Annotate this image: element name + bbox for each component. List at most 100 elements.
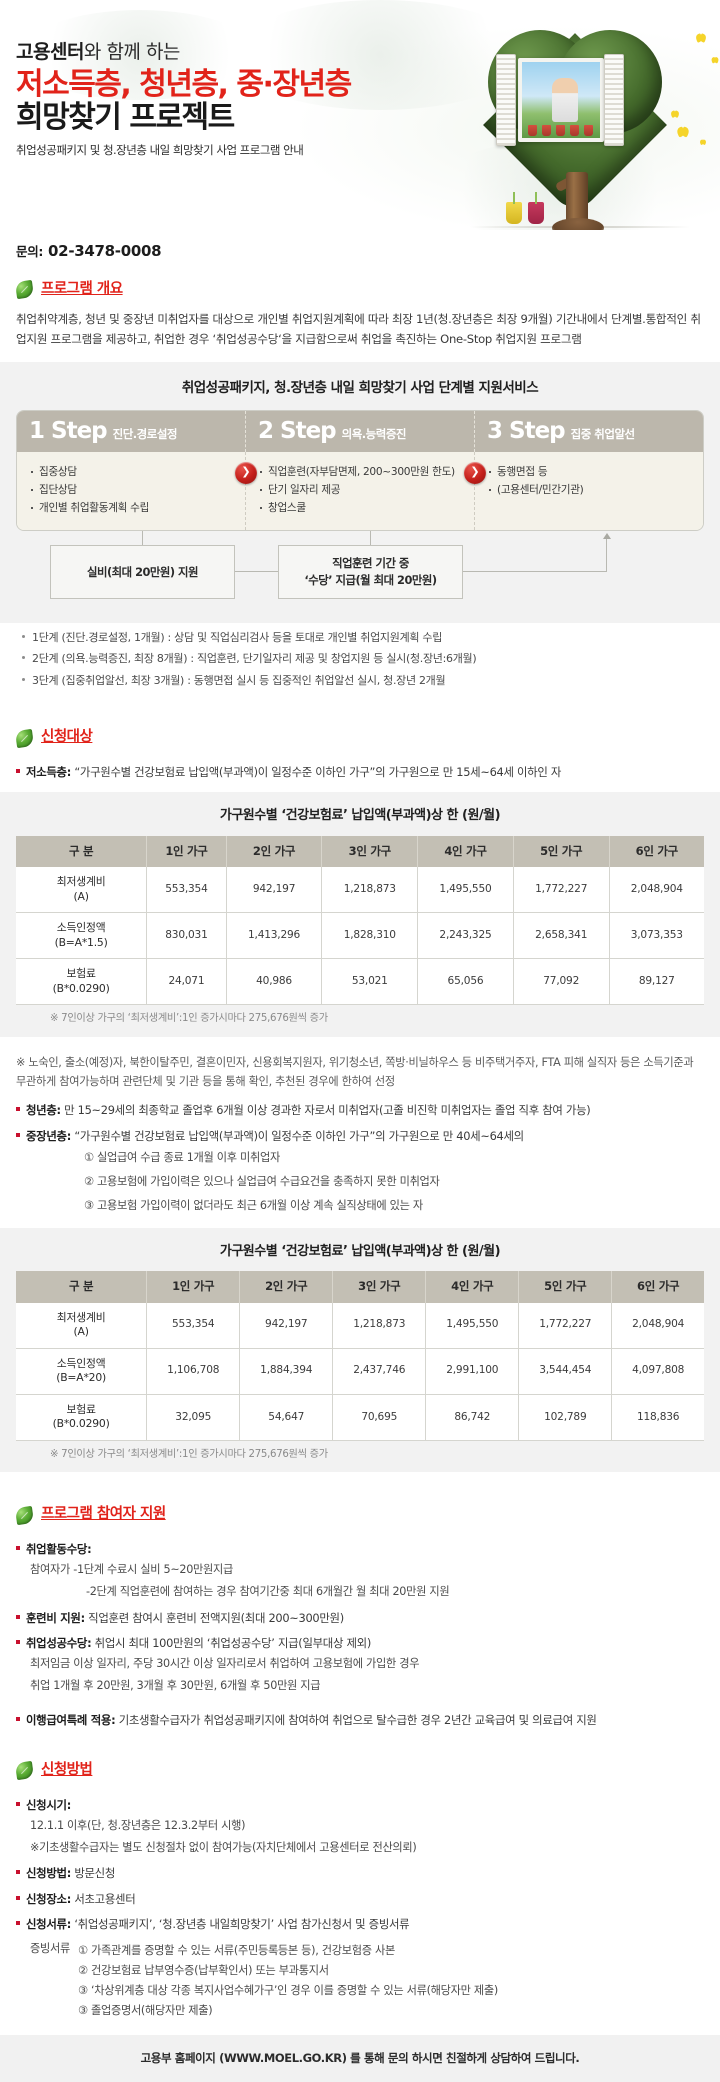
butterfly-icon: [671, 111, 679, 118]
table-2-rowhead-0: 최저생계비 (A): [16, 1302, 148, 1349]
support-box-1: 실비(최대 20만원) 지원: [50, 544, 235, 599]
table-2-col-1: 1인 가구: [146, 1271, 241, 1303]
hero-text-block: 고용센터와 함께 하는 저소득층, 청년층, 중·장년층 희망찾기 프로젝트 취…: [16, 38, 352, 159]
table-1-rowhead-0: 최저생계비 (A): [16, 867, 148, 914]
step-item: 집단상담: [31, 481, 233, 499]
rowhead-line-2: (B=A*1.5): [54, 935, 108, 949]
cell: 942,197: [226, 867, 323, 914]
steps-panel: 취업성공패키지, 청.장년층 내일 희망찾기 사업 단계별 지원서비스 1 St…: [0, 362, 720, 623]
footer-text: 고용부 홈페이지 (WWW.MOEL.GO.KR) 를 통해 문의 하시면 친절…: [140, 2051, 580, 2066]
cell: 2,437,746: [332, 1348, 427, 1395]
window-shutter-left: [496, 54, 516, 146]
health-insurance-table-2-panel: 가구원수별 ‘건강보험료’ 납입액(부과액)상 한 (원/월) 구 분 1인 가…: [0, 1227, 720, 1473]
leaf-icon: [14, 1761, 35, 1781]
section-heading-target: 신청대상: [0, 713, 720, 757]
cell: 1,218,873: [332, 1302, 427, 1349]
apply-docs-heading: 증빙서류: [30, 1941, 70, 1955]
cell: 2,658,341: [513, 912, 610, 960]
table-row: 소득인정액 (B=A*1.5) 830,031 1,413,296 1,828,…: [16, 912, 704, 960]
sprout-icon: [535, 192, 537, 204]
tree-trunk-base: [552, 218, 604, 230]
table-row: 보험료 (B*0.0290) 24,071 40,986 53,021 65,0…: [16, 958, 704, 1006]
hero-line-1: 고용센터와 함께 하는: [16, 38, 351, 67]
apply-docs-list-item: ① 가족관계를 증명할 수 있는 서류(주민등록등본 등), 건강보험증 사본: [77, 1943, 395, 1957]
apply-docs-list-item: ③ 졸업증명서(해당자만 제출): [77, 2003, 213, 2017]
hero-line-1-rest: 와 함께 하는: [83, 41, 180, 63]
step-body-1: 집중상담 집단상담 개인별 취업활동계획 수립: [17, 452, 245, 530]
leaf-icon: [14, 279, 35, 299]
health-insurance-table-1-panel: 가구원수별 ‘건강보험료’ 납입액(부과액)상 한 (원/월) 구 분 1인 가…: [0, 792, 720, 1037]
apply-heading: 신청방법: [41, 1762, 93, 1778]
table-2-rowhead-2: 보험료 (B*0.0290): [16, 1394, 148, 1442]
cell: 4,097,808: [611, 1348, 704, 1395]
window-pot: [542, 125, 551, 136]
table-2-col-4: 4인 가구: [425, 1271, 520, 1303]
overview-paragraph: 취업취약계층, 청년 및 중장년 미취업자를 대상으로 개인별 취업지원계획에 …: [16, 312, 701, 347]
leaf-icon: [14, 728, 35, 748]
cell: 53,021: [321, 958, 419, 1006]
apply-time-label: 신청시기:: [26, 1797, 71, 1812]
steps-connector-area: 실비(최대 20만원) 지원 직업훈련 기간 중 ‘수당’ 지급(월 최대 20…: [16, 530, 704, 605]
stage-bullet: 1단계 (진단.경로설정, 1개월) : 상담 및 직업심리검사 등을 토대로 …: [22, 627, 704, 648]
cell: 3,544,454: [518, 1348, 613, 1395]
table-1-note: ※ 7인이상 가구의 ‘최저생계비’:1인 증가시마다 275,676원씩 증가: [50, 1013, 328, 1025]
cell: 1,413,296: [226, 912, 323, 960]
apply-docs-block: 증빙서류 ① 가족관계를 증명할 수 있는 서류(주민등록등본 등), 건강보험…: [0, 1935, 720, 2022]
cell: 2,048,904: [609, 867, 704, 914]
target-youth-label: 청년층:: [26, 1103, 61, 1118]
cell: 942,197: [239, 1302, 334, 1349]
apply-time-text: 12.1.1 이후(단, 청.장년층은 12.3.2부터 시행): [30, 1819, 246, 1833]
target-low-income-text: “가구원수별 건강보험료 납입액(부과액)이 일정수준 이하인 가구”의 가구원…: [74, 764, 562, 779]
arrow-up-icon: [603, 532, 611, 539]
table-1-col-2: 2인 가구: [226, 835, 323, 868]
rowhead-line-2: (A): [73, 889, 89, 903]
arrow-right-icon: [235, 461, 257, 484]
connector-line: [235, 570, 278, 572]
heart-tree-illustration: [470, 30, 690, 230]
step-item: 단기 일자리 제공: [260, 481, 462, 499]
support-allowance-item: 취업활동수당:: [0, 1534, 720, 1559]
cell: 1,772,227: [518, 1302, 613, 1349]
stage-bullet-list: 1단계 (진단.경로설정, 1개월) : 상담 및 직업심리검사 등을 토대로 …: [0, 623, 720, 697]
sprout-icon: [513, 192, 515, 204]
cell: 553,354: [146, 867, 227, 914]
target-youth: 청년층: 만 15~29세의 최종학교 졸업후 6개월 이상 경과한 자로서 미…: [0, 1095, 720, 1120]
contact-phone: 02-3478-0008: [48, 242, 162, 260]
target-middle-item: ② 고용보험에 가입이력은 있으나 실업급여 수급요건을 충족하지 못한 미취업…: [84, 1175, 440, 1189]
section-heading-overview: 프로그램 개요: [0, 265, 720, 309]
window-pot: [556, 125, 565, 136]
step-item: (고용센터/민간기관): [489, 481, 691, 499]
hero-line-3: 희망찾기 프로젝트: [16, 100, 235, 136]
support-allowance-line-1: 참여자가 -1단계 수료시 실비 5~20만원지급: [30, 1563, 233, 1577]
step-header-2: 2 Step 의욕.능력증진: [245, 411, 474, 452]
table-1-col-6: 6인 가구: [609, 835, 704, 868]
target-youth-text: 만 15~29세의 최종학교 졸업후 6개월 이상 경과한 자로서 미취업자(고…: [64, 1103, 591, 1118]
step-number-3: 3 Step: [487, 418, 566, 445]
step-header-1: 1 Step 진단.경로설정: [17, 411, 245, 451]
apply-docs-text: ‘취업성공패키지’, ‘청.장년층 내일희망찾기’ 사업 참가신청서 및 증빙서…: [74, 1917, 410, 1932]
apply-place-item: 신청장소: 서초고용센터: [0, 1884, 720, 1909]
table-1-col-1: 1인 가구: [146, 835, 227, 868]
table-2-col-0: 구 분: [16, 1271, 148, 1303]
cell: 40,986: [226, 958, 323, 1006]
rowhead-line-1: 최저생계비: [56, 1310, 106, 1324]
step-body-3: 동행면접 등 (고용센터/민간기관): [464, 451, 703, 530]
apply-docs-list-item: ③ ‘차상위계층 대상 각종 복지사업수혜가구’인 경우 이를 증명할 수 있는…: [77, 1983, 498, 1997]
table-2-col-2: 2인 가구: [239, 1271, 334, 1303]
cell: 2,243,325: [417, 912, 514, 960]
stage-bullet: 3단계 (집중취업알선, 최장 3개월) : 동행면접 실시 등 집중적인 취업…: [22, 670, 704, 691]
table-row: 최저생계비 (A) 553,354 942,197 1,218,873 1,49…: [16, 1302, 704, 1349]
cell: 65,056: [417, 958, 514, 1006]
table-row: 최저생계비 (A) 553,354 942,197 1,218,873 1,49…: [16, 867, 704, 914]
overview-heading: 프로그램 개요: [41, 280, 123, 297]
table-2-col-6: 6인 가구: [611, 1271, 704, 1303]
table-header-row: 구 분 1인 가구 2인 가구 3인 가구 4인 가구 5인 가구 6인 가구: [16, 835, 704, 868]
target-middle-item: ③ 고용보험 가입이력이 없더라도 최근 6개월 이상 계속 실직상태에 있는 …: [84, 1198, 423, 1212]
support-box-2-text: 직업훈련 기간 중 ‘수당’ 지급(월 최대 20만원): [304, 556, 437, 587]
table-1-rowhead-1: 소득인정액 (B=A*1.5): [16, 912, 148, 960]
apply-place-label: 신청장소:: [26, 1891, 71, 1906]
table-2-col-5: 5인 가구: [518, 1271, 613, 1303]
table-2-rowhead-1: 소득인정액 (B=A*20): [16, 1348, 148, 1395]
table-1-title: 가구원수별 ‘건강보험료’ 납입액(부과액)상 한 (원/월): [219, 808, 501, 824]
